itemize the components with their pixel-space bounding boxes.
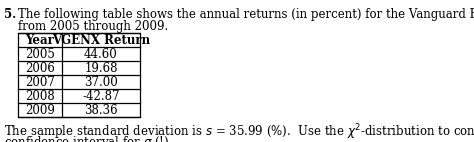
Text: 2007: 2007: [25, 76, 55, 88]
Text: Year: Year: [26, 34, 55, 46]
Text: 37.00: 37.00: [84, 76, 118, 88]
Text: 5.: 5.: [4, 8, 16, 21]
Text: 2009: 2009: [25, 104, 55, 116]
Text: 38.36: 38.36: [84, 104, 118, 116]
Text: 2005: 2005: [25, 48, 55, 60]
Text: -42.87: -42.87: [82, 89, 120, 103]
Text: 44.60: 44.60: [84, 48, 118, 60]
Text: VGENX Return: VGENX Return: [52, 34, 150, 46]
Text: from 2005 through 2009.: from 2005 through 2009.: [18, 20, 168, 33]
Text: The following table shows the annual returns (in percent) for the Vanguard Energ: The following table shows the annual ret…: [18, 8, 474, 21]
Text: The sample standard deviation is $s$ = 35.99 (%).  Use the $\chi^2$-distribution: The sample standard deviation is $s$ = 3…: [4, 122, 474, 142]
Text: 2006: 2006: [25, 61, 55, 75]
Text: confidence interval for $\sigma$ (!).: confidence interval for $\sigma$ (!).: [4, 135, 173, 142]
Text: 19.68: 19.68: [84, 61, 118, 75]
Text: 2008: 2008: [25, 89, 55, 103]
Bar: [18, 33, 140, 117]
